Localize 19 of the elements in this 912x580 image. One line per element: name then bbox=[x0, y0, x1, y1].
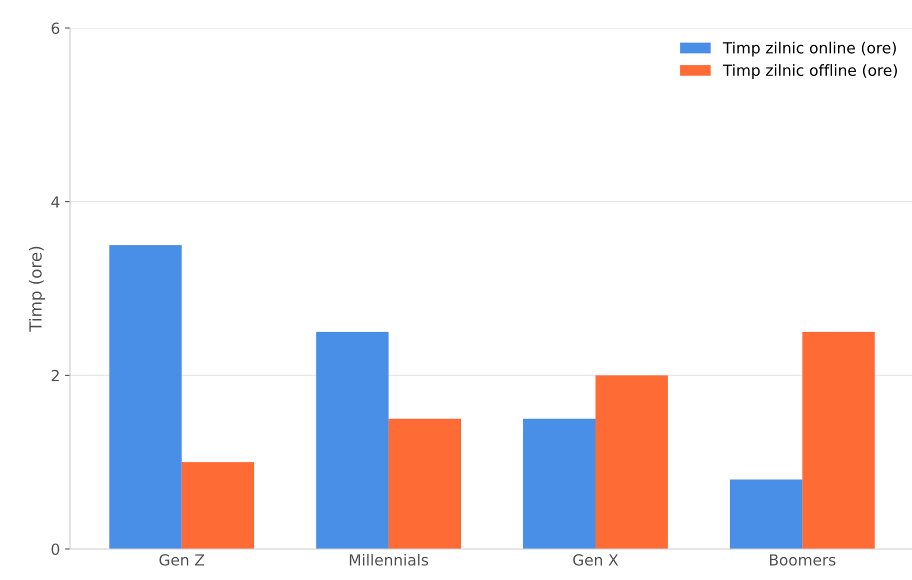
bar bbox=[182, 462, 254, 549]
x-tick-label: Gen X bbox=[573, 554, 618, 566]
y-tick-label: 0 bbox=[52, 543, 60, 556]
y-axis-title: Timp (ore) bbox=[28, 246, 45, 332]
bar bbox=[595, 375, 668, 549]
bar bbox=[523, 418, 596, 549]
bar bbox=[730, 480, 802, 549]
x-tick-label: Boomers bbox=[770, 554, 836, 566]
x-tick-label: Gen Z bbox=[159, 554, 204, 566]
legend-label: Timp zilnic online (ore) bbox=[722, 42, 896, 57]
y-tick-label: 2 bbox=[52, 370, 59, 382]
bar bbox=[802, 332, 875, 549]
y-tick-label: 4 bbox=[51, 196, 60, 208]
y-tick-label: 6 bbox=[52, 22, 60, 34]
bar bbox=[109, 245, 182, 549]
x-tick-label: Millennials bbox=[350, 554, 428, 566]
bar bbox=[388, 418, 461, 549]
bar bbox=[316, 332, 389, 549]
legend-label: Timp zilnic offline (ore) bbox=[722, 64, 897, 79]
